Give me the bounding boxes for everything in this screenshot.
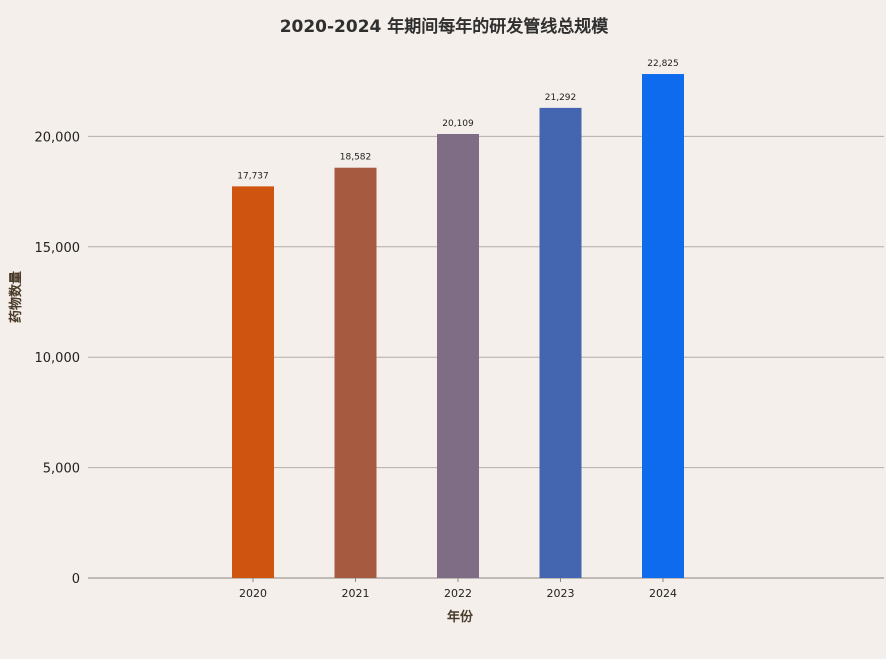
bar-2024 bbox=[642, 74, 684, 579]
x-tick-label: 2020 bbox=[239, 587, 267, 600]
x-tick-label: 2024 bbox=[649, 587, 677, 600]
x-axis-label: 年份 bbox=[447, 609, 474, 625]
y-axis-ticks: 0 5,000 10,000 15,000 20,000 bbox=[35, 130, 81, 587]
bar-2021 bbox=[334, 167, 377, 578]
y-tick-label: 0 bbox=[72, 572, 80, 587]
y-axis-label: 药物数量 bbox=[8, 271, 24, 323]
bars bbox=[232, 74, 684, 579]
bar-2023 bbox=[539, 107, 582, 578]
data-label: 22,825 bbox=[647, 59, 679, 69]
y-tick-label: 5,000 bbox=[43, 462, 80, 477]
gridlines bbox=[88, 135, 884, 579]
x-axis-ticks: 2020 2021 2022 2023 2024 bbox=[239, 578, 677, 600]
data-label: 17,737 bbox=[237, 171, 269, 181]
y-tick-label: 15,000 bbox=[35, 241, 81, 256]
data-labels: 17,737 18,582 20,109 21,292 22,825 bbox=[237, 59, 679, 181]
x-tick-label: 2023 bbox=[547, 587, 575, 600]
data-label: 20,109 bbox=[442, 119, 474, 129]
x-tick-label: 2021 bbox=[342, 587, 370, 600]
bar-2020 bbox=[232, 186, 274, 578]
y-tick-label: 10,000 bbox=[35, 351, 81, 366]
bar-2022 bbox=[437, 133, 479, 578]
x-tick-label: 2022 bbox=[444, 587, 472, 600]
chart-title: 2020-2024 年期间每年的研发管线总规模 bbox=[280, 16, 610, 37]
data-label: 18,582 bbox=[340, 153, 372, 163]
y-tick-label: 20,000 bbox=[35, 130, 81, 145]
data-label: 21,292 bbox=[545, 93, 577, 103]
